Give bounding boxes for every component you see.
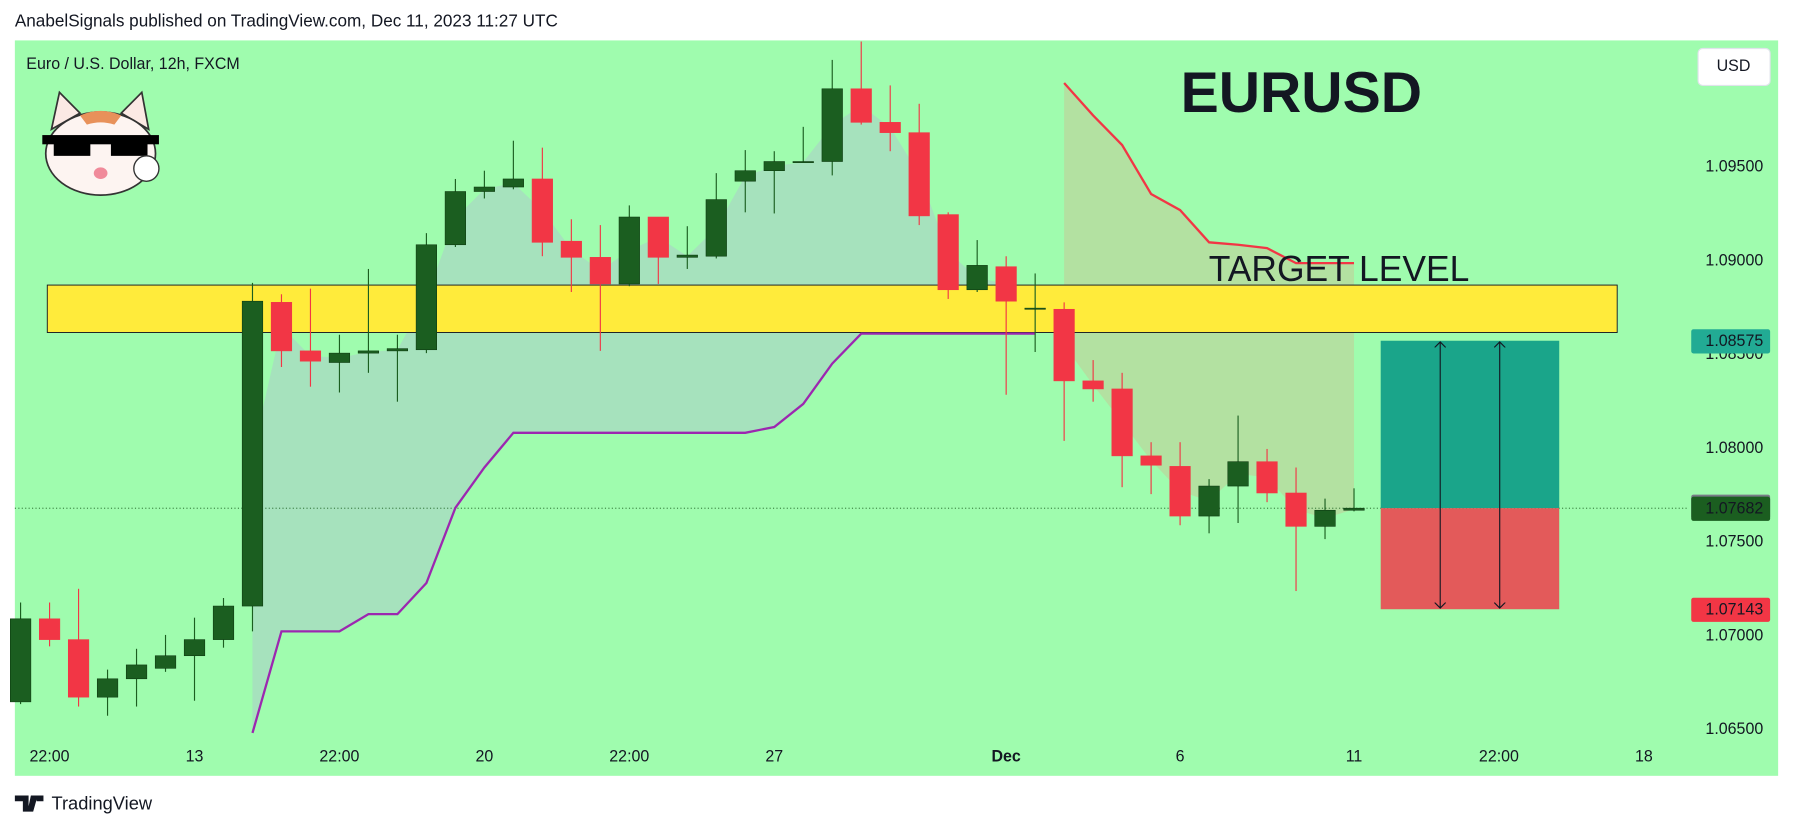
candle-body [705,199,727,257]
candle-body [1169,466,1191,517]
candle-body [473,186,495,192]
candle-body [995,266,1017,302]
candle-body [444,191,466,246]
candle-body [241,300,264,607]
candle-body [1053,308,1075,382]
candle-body [879,122,901,133]
price-label: 1.07682 [1705,500,1763,518]
candle-body [502,178,524,188]
x-tick-label: 22:00 [319,748,359,766]
chart-title: EURUSD [1181,61,1422,125]
candle-layer [10,41,1365,716]
candle-body [96,678,119,698]
candle-body [415,244,437,351]
candle-body [763,161,785,171]
x-tick-label: 20 [475,748,493,766]
y-tick-label: 1.06500 [1705,720,1763,738]
candle-body [386,348,408,352]
candle-body [850,88,872,123]
zone-layer [14,284,1687,509]
candle-body [618,216,640,285]
candle-body [125,664,148,680]
y-tick-label: 1.08000 [1705,439,1763,457]
currency-label[interactable]: USD [1717,57,1751,75]
candle-body [676,254,698,258]
candle-body [1140,455,1162,466]
candle-body [299,350,322,362]
avatar-glasses [42,135,159,145]
candle-body [328,352,351,363]
candle-body [734,170,756,182]
candle-body [38,618,61,640]
x-tick-label: Dec [991,748,1020,766]
avatar-patch [80,110,122,125]
candle-body [908,132,930,217]
candle-body [647,216,669,258]
x-tick-label: 22:00 [609,748,649,766]
line-layer [251,82,1355,734]
candle-body [589,257,611,285]
candle-body [212,605,235,640]
price-label-box [1691,597,1771,622]
brand-name: TradingView [51,792,152,813]
position-stop [1380,508,1560,610]
price-label-box [1691,329,1771,354]
candle-body [1082,380,1104,390]
y-tick-label: 1.07000 [1705,626,1763,644]
candle-body [1285,492,1307,527]
candle-body [183,639,206,657]
publish-header: AnabelSignals published on TradingView.c… [15,10,558,30]
x-tick-label: 27 [765,748,783,766]
x-tick-label: 6 [1176,748,1185,766]
candle-body [10,618,32,703]
axis-layer: 1.065001.070001.075001.080001.085001.090… [1686,158,1763,738]
candle-body [1343,507,1365,511]
candle-body [531,178,553,243]
candle-body [270,302,293,352]
price-label-box [1691,496,1771,521]
currency-button[interactable]: USD [1697,47,1771,87]
avatar-glasses [110,140,148,156]
currency-box[interactable] [1697,47,1771,87]
y-tick-label: 1.07500 [1705,533,1763,551]
position-target [1380,340,1560,509]
price-label: 1.08575 [1705,332,1763,350]
trend-line [1063,82,1355,265]
trend-fill [252,105,1036,733]
candle-body [560,240,582,258]
candle-body [792,161,814,163]
position-layer [1380,340,1560,610]
candle-body [821,88,843,162]
avatar-glasses [53,140,91,156]
label-layer: 22:00 13 22:00 20 22:00 27 Dec 6 11 22:00 18 1.0857… [30,329,1771,766]
candle-body [67,639,90,698]
candle-body [966,265,988,291]
price-label: 1.07143 [1705,601,1763,619]
x-tick-label: 22:00 [1479,748,1519,766]
y-tick-label: 1.09500 [1705,158,1763,176]
candle-body [1024,307,1046,310]
x-tick-label: 22:00 [30,748,70,766]
trend-line [251,332,1036,734]
chart-subtitle: Euro / U.S. Dollar, 12h, FXCM [26,55,239,73]
avatar-paw [133,155,160,182]
candle-body [1256,461,1278,494]
candle-body [937,214,959,291]
avatar [42,90,160,196]
avatar-tongue [93,167,108,179]
candle-body [1198,485,1220,517]
candle-body [154,655,177,669]
x-tick-label: 13 [186,748,204,766]
candle-body [357,350,380,354]
x-tick-label: 11 [1346,748,1363,766]
candle-body [1111,388,1133,457]
candle-body [1227,461,1249,487]
annotation: TARGET LEVEL [1209,249,1470,289]
target-zone [46,284,1618,333]
candle-body [1314,509,1336,527]
y-tick-label: 1.09000 [1705,251,1763,269]
x-tick-label: 18 [1635,748,1653,766]
